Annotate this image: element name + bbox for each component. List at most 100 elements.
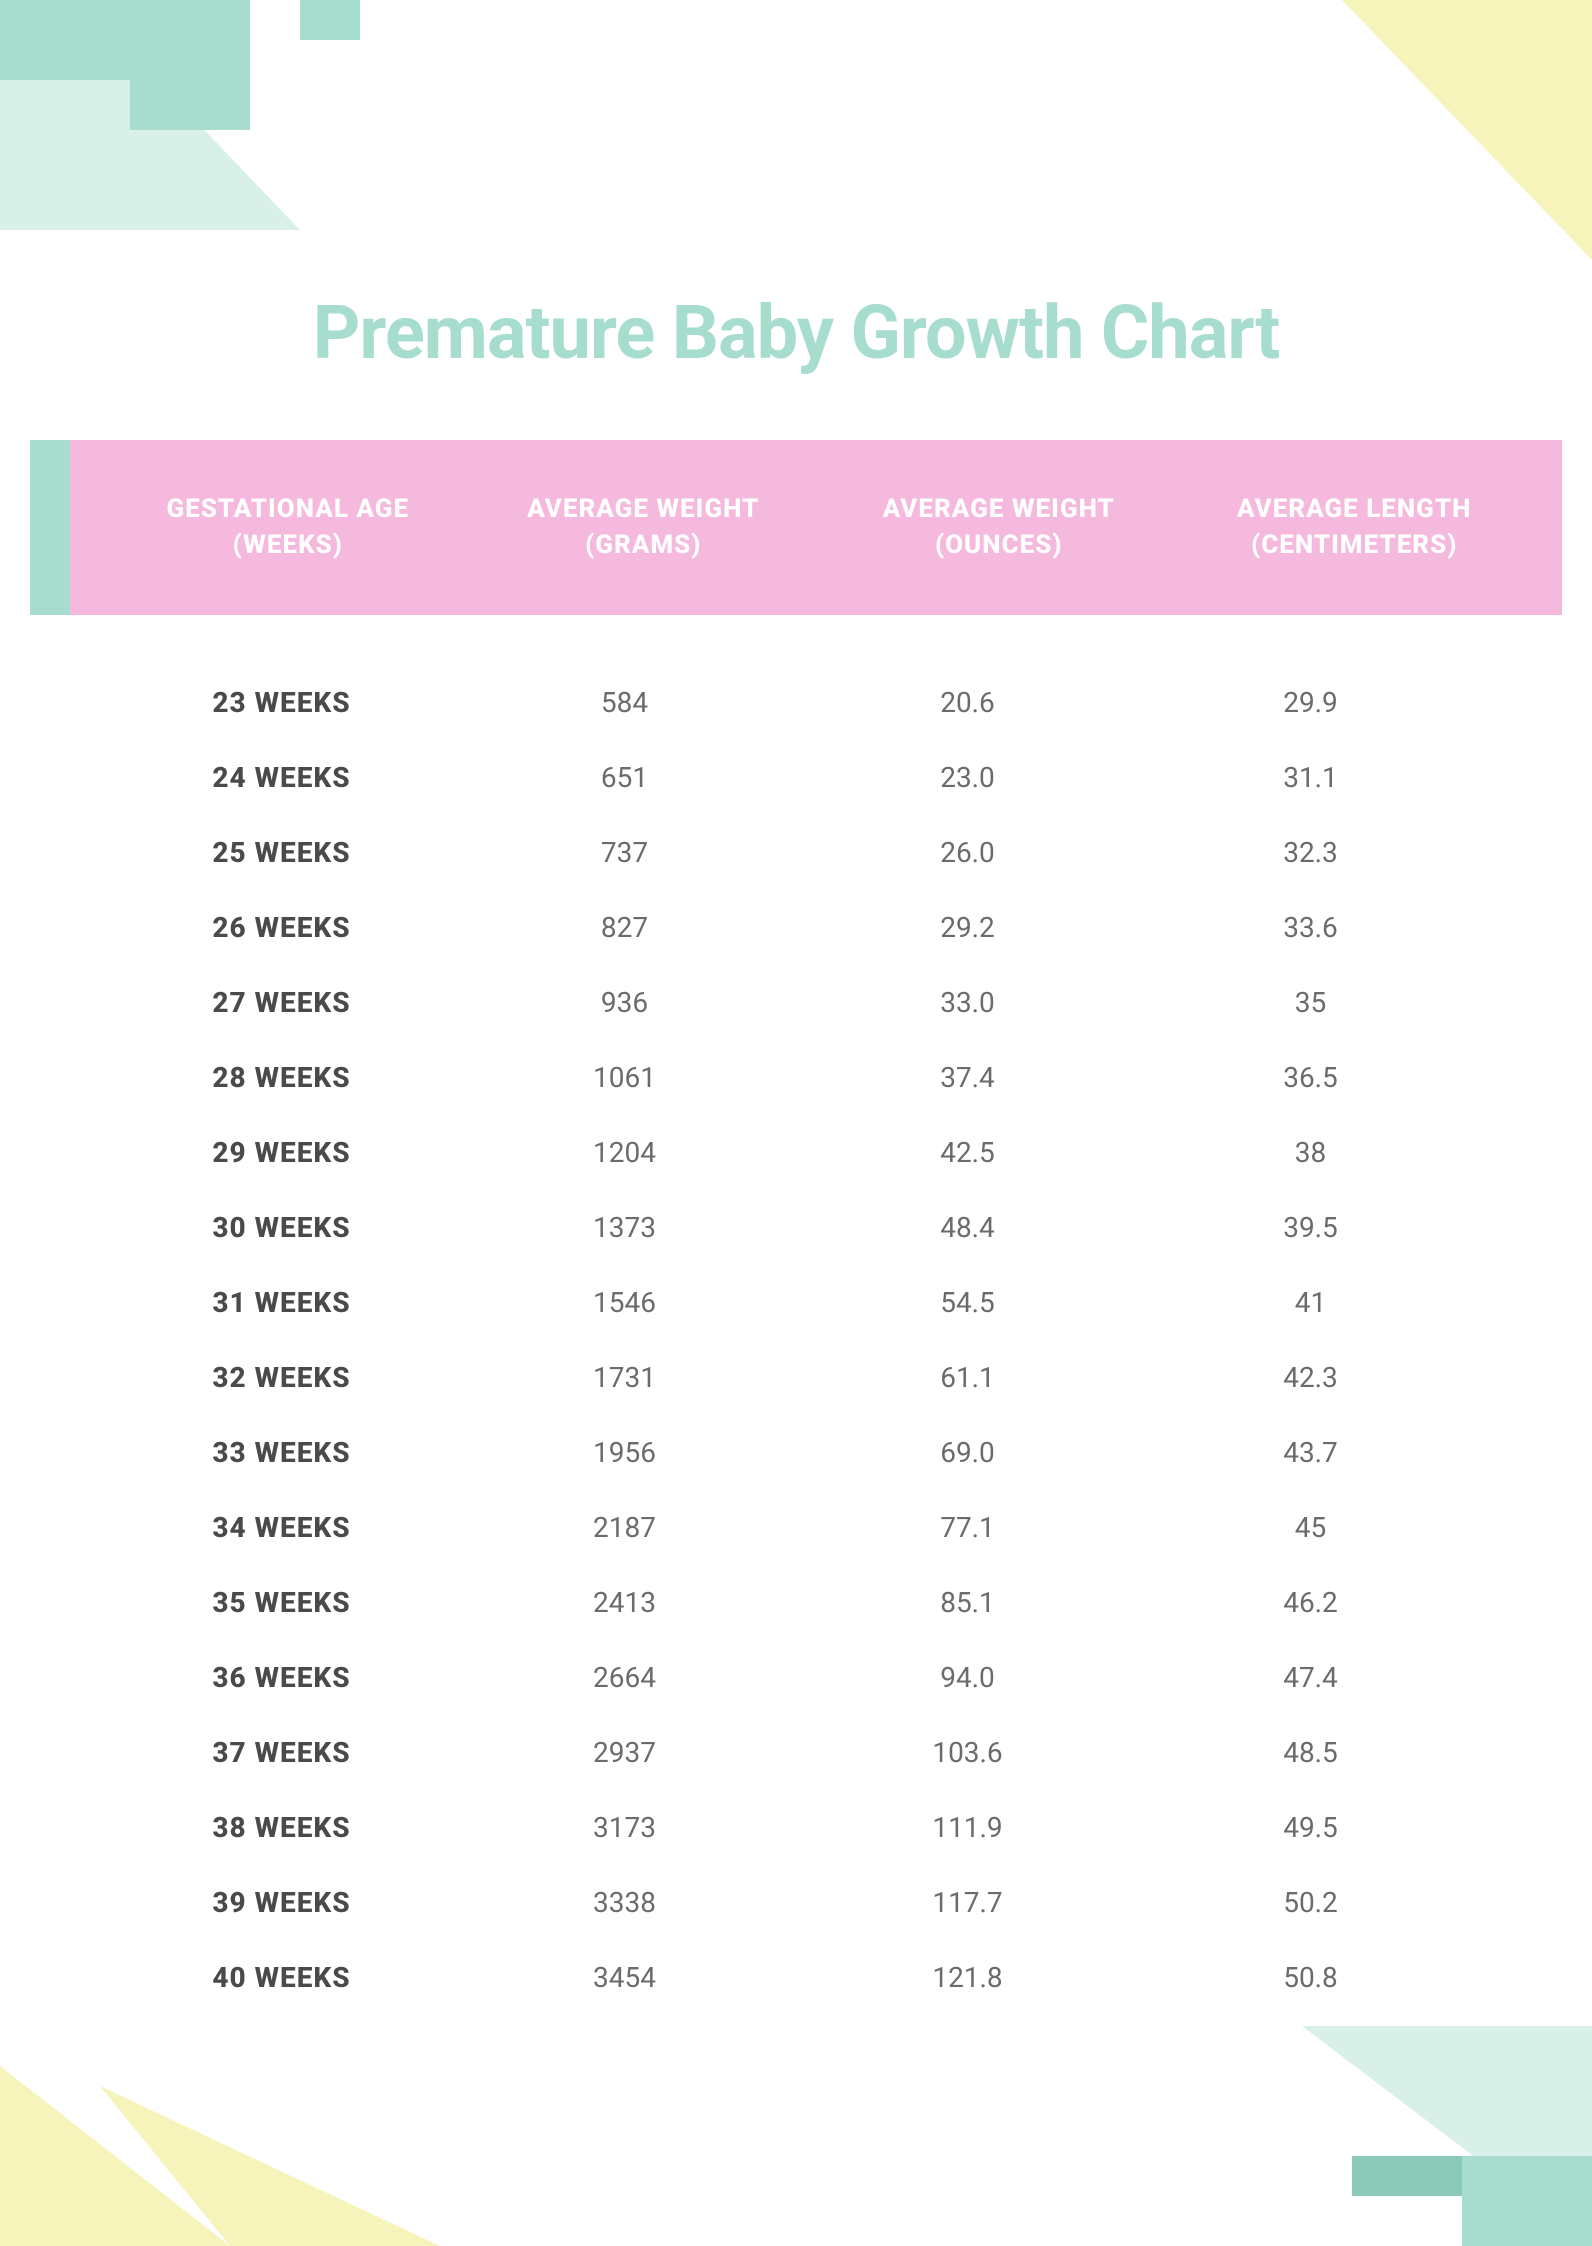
cell-age: 34 WEEKS [110,1511,453,1544]
cell-age: 31 WEEKS [110,1286,453,1319]
cell-age: 38 WEEKS [110,1811,453,1844]
table-row: 35 WEEKS241385.146.2 [70,1565,1522,1640]
cell-ounces: 94.0 [796,1661,1139,1694]
cell-length: 50.2 [1139,1886,1482,1919]
cell-length: 35 [1139,986,1482,1019]
cell-ounces: 85.1 [796,1586,1139,1619]
deco-bottom-right [1172,2026,1592,2246]
column-header-line1: AVERAGE WEIGHT [883,494,1115,524]
column-header-line2: (WEEKS) [110,528,466,563]
cell-length: 38 [1139,1136,1482,1169]
cell-grams: 1956 [453,1436,796,1469]
cell-ounces: 48.4 [796,1211,1139,1244]
cell-ounces: 26.0 [796,836,1139,869]
cell-length: 41 [1139,1286,1482,1319]
header-accent [30,440,70,615]
column-header-length: AVERAGE LENGTH (CENTIMETERS) [1177,492,1533,562]
page-title: Premature Baby Growth Chart [0,290,1592,377]
cell-age: 32 WEEKS [110,1361,453,1394]
table-row: 31 WEEKS154654.541 [70,1265,1522,1340]
cell-ounces: 121.8 [796,1961,1139,1994]
cell-age: 23 WEEKS [110,686,453,719]
cell-grams: 3454 [453,1961,796,1994]
column-header-ounces: AVERAGE WEIGHT (OUNCES) [821,492,1177,562]
column-header-age: GESTATIONAL AGE (WEEKS) [110,492,466,562]
cell-length: 47.4 [1139,1661,1482,1694]
cell-age: 26 WEEKS [110,911,453,944]
column-header-line1: AVERAGE LENGTH [1237,494,1471,524]
cell-age: 27 WEEKS [110,986,453,1019]
table-row: 24 WEEKS65123.031.1 [70,740,1522,815]
cell-age: 40 WEEKS [110,1961,453,1994]
cell-age: 24 WEEKS [110,761,453,794]
cell-grams: 3173 [453,1811,796,1844]
cell-ounces: 117.7 [796,1886,1139,1919]
column-header-line2: (GRAMS) [466,528,822,563]
table-row: 28 WEEKS106137.436.5 [70,1040,1522,1115]
cell-ounces: 29.2 [796,911,1139,944]
cell-grams: 827 [453,911,796,944]
cell-grams: 1731 [453,1361,796,1394]
cell-grams: 1204 [453,1136,796,1169]
table-row: 39 WEEKS3338117.750.2 [70,1865,1522,1940]
table-row: 34 WEEKS218777.145 [70,1490,1522,1565]
cell-age: 36 WEEKS [110,1661,453,1694]
cell-grams: 1546 [453,1286,796,1319]
cell-length: 29.9 [1139,686,1482,719]
cell-age: 30 WEEKS [110,1211,453,1244]
deco-bottom-left [0,2026,440,2246]
cell-length: 49.5 [1139,1811,1482,1844]
cell-age: 29 WEEKS [110,1136,453,1169]
cell-age: 33 WEEKS [110,1436,453,1469]
deco-top-left [0,0,420,240]
cell-length: 31.1 [1139,761,1482,794]
cell-length: 42.3 [1139,1361,1482,1394]
cell-grams: 651 [453,761,796,794]
header-inner: GESTATIONAL AGE (WEEKS) AVERAGE WEIGHT (… [70,440,1562,615]
cell-grams: 584 [453,686,796,719]
cell-length: 50.8 [1139,1961,1482,1994]
cell-grams: 3338 [453,1886,796,1919]
cell-age: 39 WEEKS [110,1886,453,1919]
cell-grams: 2187 [453,1511,796,1544]
cell-grams: 2937 [453,1736,796,1769]
cell-ounces: 69.0 [796,1436,1139,1469]
table-row: 32 WEEKS173161.142.3 [70,1340,1522,1415]
table-body: 23 WEEKS58420.629.924 WEEKS65123.031.125… [70,665,1522,2015]
table-row: 38 WEEKS3173111.949.5 [70,1790,1522,1865]
table-row: 25 WEEKS73726.032.3 [70,815,1522,890]
table-row: 40 WEEKS3454121.850.8 [70,1940,1522,2015]
cell-length: 33.6 [1139,911,1482,944]
table-row: 30 WEEKS137348.439.5 [70,1190,1522,1265]
cell-grams: 2664 [453,1661,796,1694]
cell-ounces: 37.4 [796,1061,1139,1094]
cell-ounces: 20.6 [796,686,1139,719]
cell-ounces: 33.0 [796,986,1139,1019]
cell-ounces: 54.5 [796,1286,1139,1319]
cell-length: 43.7 [1139,1436,1482,1469]
table-row: 26 WEEKS82729.233.6 [70,890,1522,965]
table-header: GESTATIONAL AGE (WEEKS) AVERAGE WEIGHT (… [30,440,1562,615]
cell-ounces: 103.6 [796,1736,1139,1769]
cell-grams: 2413 [453,1586,796,1619]
cell-length: 48.5 [1139,1736,1482,1769]
cell-grams: 1373 [453,1211,796,1244]
column-header-line1: GESTATIONAL AGE [166,494,409,524]
cell-ounces: 77.1 [796,1511,1139,1544]
cell-age: 37 WEEKS [110,1736,453,1769]
cell-grams: 1061 [453,1061,796,1094]
cell-grams: 737 [453,836,796,869]
column-header-line2: (CENTIMETERS) [1177,528,1533,563]
column-header-line2: (OUNCES) [821,528,1177,563]
cell-ounces: 23.0 [796,761,1139,794]
cell-age: 28 WEEKS [110,1061,453,1094]
cell-ounces: 61.1 [796,1361,1139,1394]
deco-top-right [1242,0,1592,280]
table-row: 33 WEEKS195669.043.7 [70,1415,1522,1490]
column-header-line1: AVERAGE WEIGHT [527,494,759,524]
cell-length: 45 [1139,1511,1482,1544]
cell-grams: 936 [453,986,796,1019]
cell-ounces: 111.9 [796,1811,1139,1844]
table-row: 27 WEEKS93633.035 [70,965,1522,1040]
column-header-grams: AVERAGE WEIGHT (GRAMS) [466,492,822,562]
